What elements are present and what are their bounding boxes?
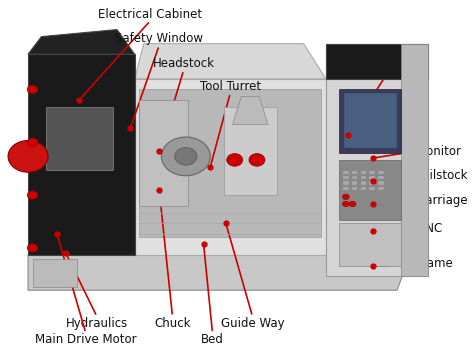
Text: Tailstock: Tailstock [417,169,467,182]
Bar [352,176,357,179]
Polygon shape [28,255,410,290]
Text: Main Drive Motor: Main Drive Motor [35,333,137,346]
Bar [343,171,348,174]
Bar [369,176,375,179]
Circle shape [249,154,265,166]
Polygon shape [326,44,428,79]
Polygon shape [33,258,77,287]
Bar [369,171,375,174]
Polygon shape [28,54,135,255]
Bar [369,187,375,190]
Circle shape [8,141,48,172]
Bar [361,187,366,190]
Circle shape [342,194,349,200]
Circle shape [162,137,210,176]
Bar [343,187,348,190]
Polygon shape [401,44,428,276]
Text: Monitor: Monitor [417,144,462,158]
Bar [343,181,348,185]
Bar [378,171,384,174]
Text: Carriage: Carriage [417,194,467,207]
Circle shape [27,85,38,94]
Circle shape [342,201,349,207]
Polygon shape [28,29,135,54]
Text: Hydraulics: Hydraulics [66,317,128,330]
Bar [378,181,384,185]
Polygon shape [339,89,401,153]
Circle shape [175,148,197,165]
Polygon shape [46,107,112,170]
Circle shape [27,138,38,147]
Bar [361,171,366,174]
Circle shape [349,201,356,207]
Polygon shape [139,89,321,237]
Text: Safety Window: Safety Window [115,32,203,45]
Polygon shape [135,79,326,255]
Circle shape [27,244,38,252]
Bar [352,187,357,190]
Text: CNC: CNC [417,222,442,235]
Text: Headstock: Headstock [153,57,215,70]
Circle shape [227,154,243,166]
Polygon shape [139,100,188,206]
Bar [352,171,357,174]
Bar [378,176,384,179]
Bar [343,176,348,179]
Polygon shape [339,160,401,220]
Polygon shape [326,44,428,276]
Text: Electrical Cabinet: Electrical Cabinet [98,8,202,21]
Polygon shape [224,107,277,195]
Text: Cover: Cover [392,52,427,65]
Text: Bed: Bed [201,333,224,346]
Text: Tool Turret: Tool Turret [200,80,261,93]
Bar [361,176,366,179]
Polygon shape [233,97,268,125]
Text: Chuck: Chuck [154,317,191,330]
Circle shape [27,191,38,200]
Text: Guide Way: Guide Way [221,317,284,330]
Bar [369,181,375,185]
Bar [378,187,384,190]
Text: Frame: Frame [417,257,454,270]
Polygon shape [339,223,401,266]
Polygon shape [135,44,326,79]
Polygon shape [344,93,397,148]
Bar [361,181,366,185]
Bar [352,181,357,185]
